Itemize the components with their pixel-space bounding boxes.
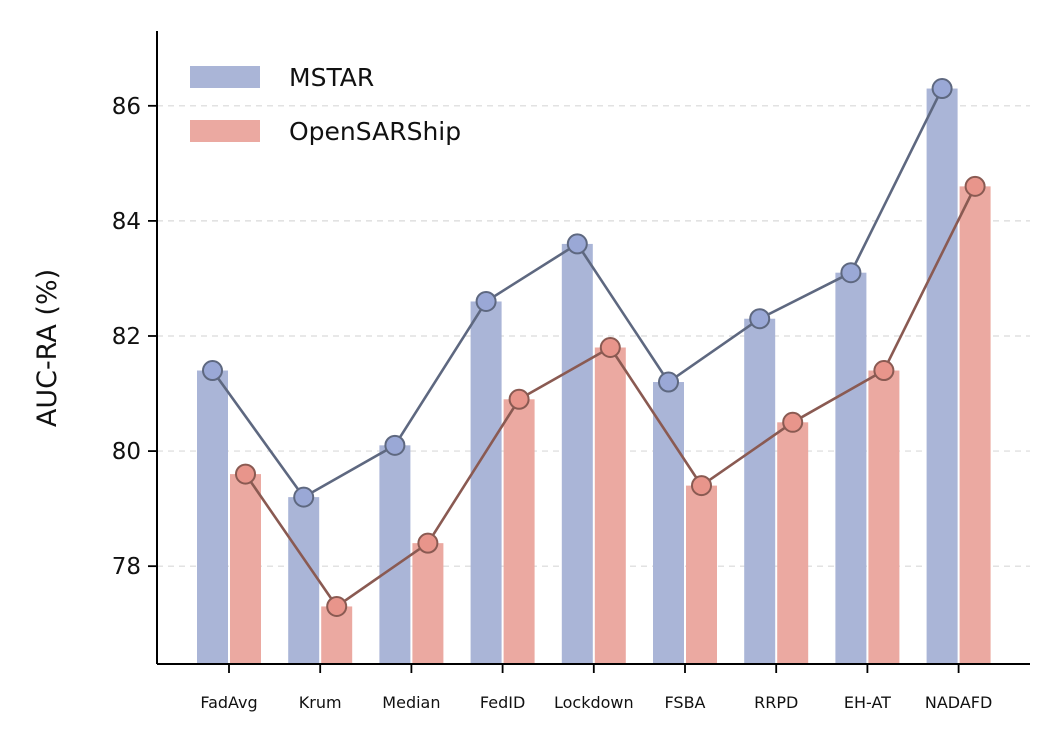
data-point-opensarship <box>326 595 348 617</box>
x-tick-label: FedID <box>480 693 525 712</box>
bar-opensarship <box>777 422 809 664</box>
bars <box>197 88 991 664</box>
data-point-mstar <box>931 78 953 100</box>
bar-opensarship <box>412 543 444 664</box>
data-point-opensarship <box>417 532 439 554</box>
y-tick-label: 78 <box>112 554 141 580</box>
bar-mstar <box>561 243 593 664</box>
data-point-opensarship <box>873 360 895 382</box>
x-tick-label: Median <box>382 693 440 712</box>
x-tick-label: FSBA <box>665 693 706 712</box>
data-point-mstar <box>202 360 223 382</box>
x-tick-label: EH-AT <box>844 693 891 712</box>
legend: MSTAR OpenSARShip <box>190 63 461 146</box>
data-point-mstar <box>384 434 406 456</box>
data-point-mstar <box>475 290 497 312</box>
data-point-mstar <box>566 233 588 255</box>
bar-opensarship <box>503 399 535 664</box>
bar-opensarship <box>594 347 626 664</box>
bar-opensarship <box>868 370 900 664</box>
y-tick-label: 86 <box>112 94 141 120</box>
bar-mstar <box>197 370 228 664</box>
x-tick-label: NADAFD <box>925 693 992 712</box>
x-tick-label: Krum <box>299 693 342 712</box>
data-point-mstar <box>840 262 862 284</box>
x-tick-label: Lockdown <box>554 693 634 712</box>
bar-mstar <box>926 88 958 664</box>
data-point-opensarship <box>782 411 804 433</box>
bar-mstar <box>379 445 411 664</box>
legend-label-opensarship: OpenSARShip <box>289 117 461 146</box>
x-ticks: FadAvg Krum Median FedID Lockdown FSBA RRPD EH-… <box>200 664 992 712</box>
data-point-opensarship <box>235 463 256 485</box>
bar-opensarship <box>230 474 261 664</box>
bar-mstar <box>470 301 502 664</box>
y-ticks: 78 80 82 84 86 <box>112 94 157 580</box>
data-point-mstar <box>749 308 771 330</box>
data-point-mstar <box>293 486 315 508</box>
x-tick-label: FadAvg <box>200 693 257 712</box>
legend-swatch-mstar <box>190 66 260 88</box>
bar-mstar <box>288 497 320 664</box>
legend-label-mstar: MSTAR <box>289 63 374 92</box>
legend-swatch-opensarship <box>190 120 260 142</box>
bar-mstar <box>744 318 776 664</box>
series-markers <box>202 78 986 617</box>
bar-mstar <box>653 382 684 664</box>
y-tick-label: 80 <box>112 439 141 465</box>
bar-opensarship <box>686 485 717 664</box>
data-point-opensarship <box>964 175 986 197</box>
data-point-opensarship <box>508 388 530 410</box>
data-point-mstar <box>658 371 679 393</box>
data-point-opensarship <box>599 337 621 358</box>
y-tick-label: 82 <box>112 324 141 350</box>
y-tick-label: 84 <box>112 209 141 235</box>
bar-mstar <box>835 272 867 664</box>
x-tick-label: RRPD <box>754 693 798 712</box>
y-axis-title: AUC-RA (%) <box>32 269 63 427</box>
data-point-opensarship <box>691 475 712 497</box>
bar-opensarship <box>959 186 991 664</box>
